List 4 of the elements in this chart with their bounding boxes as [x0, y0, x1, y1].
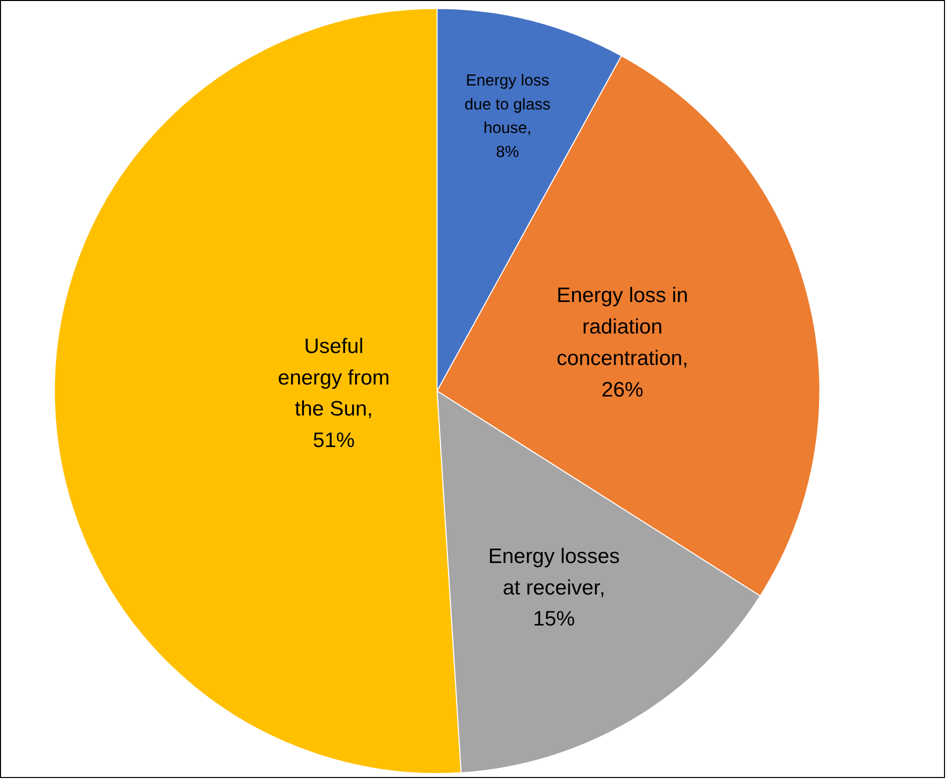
slice-label: Useful energy from the Sun, 51%	[278, 334, 390, 452]
slice-label: Energy losses at receiver, 15%	[488, 544, 620, 631]
slice-label: Energy loss in radiation concentration, 26%	[556, 284, 688, 402]
slice-label: Energy loss due to glass house, 8%	[464, 72, 551, 162]
